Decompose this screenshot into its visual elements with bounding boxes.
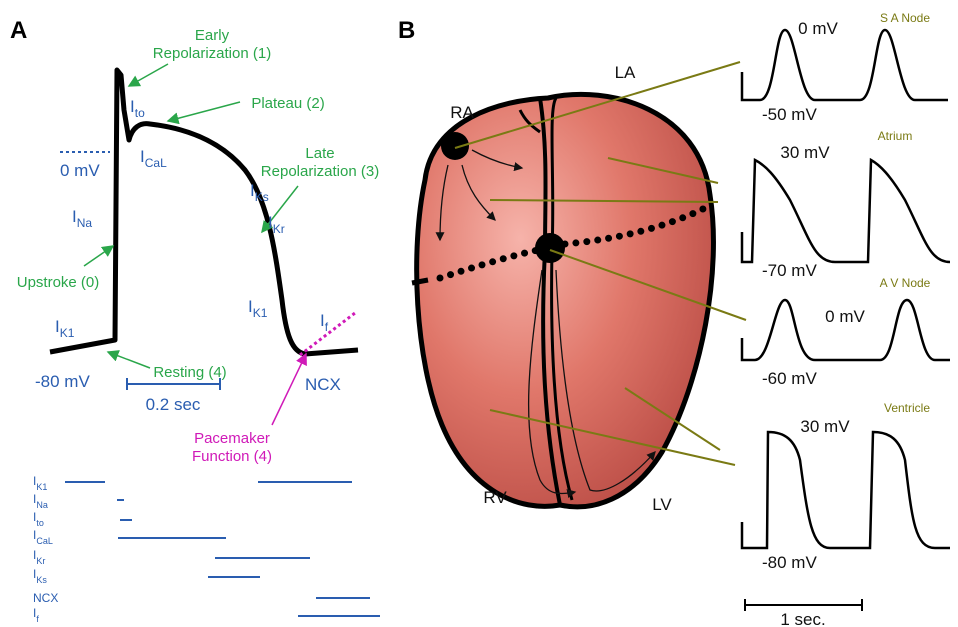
trace-top: 0 mV <box>825 307 865 326</box>
current-subscript: K1 <box>60 326 75 340</box>
trace-name: A V Node <box>880 276 931 290</box>
trace-top: 30 mV <box>800 417 850 436</box>
current-label: ICaL <box>140 147 167 170</box>
phase-label: Early <box>195 27 230 44</box>
phase-label: Late <box>305 145 334 162</box>
trace-bottom: -50 mV <box>762 105 817 124</box>
trace-top: 0 mV <box>798 19 838 38</box>
current-label: IKs <box>250 181 269 204</box>
current-label: IK1 <box>33 474 47 492</box>
phase-label: Upstroke (0) <box>17 274 100 291</box>
pacemaker-label: Function (4) <box>192 448 272 465</box>
ncx-label: NCX <box>305 375 341 394</box>
current-label: IKs <box>33 567 47 585</box>
current-label: If <box>320 311 329 334</box>
current-subscript: f <box>36 614 39 624</box>
current-subscript: Kr <box>273 222 285 236</box>
current-subscript: CaL <box>145 156 167 170</box>
current-label: Ito <box>130 97 145 120</box>
chamber-label: LA <box>615 63 636 82</box>
current-subscript: Na <box>77 216 93 230</box>
av-node <box>535 233 565 263</box>
phase-label: Resting (4) <box>153 364 226 381</box>
phase-label: Repolarization (3) <box>261 163 379 180</box>
trace-top: 30 mV <box>780 143 830 162</box>
scale-label: 0.2 sec <box>146 395 201 414</box>
figure: A 0 mV -80 mV 0.2 sec NCX ItoICaLINaIK1I… <box>0 0 958 627</box>
current-symbol: NCX <box>33 591 58 605</box>
current-label: IK1 <box>55 317 75 340</box>
phase-label: Plateau (2) <box>251 95 324 112</box>
trace-name: Ventricle <box>884 401 930 415</box>
rest-label: -80 mV <box>35 372 90 391</box>
current-subscript: to <box>135 106 145 120</box>
chamber-label: LV <box>652 495 672 514</box>
zero-label: 0 mV <box>60 161 100 180</box>
panel-letter: B <box>398 17 415 44</box>
current-label: INa <box>72 207 92 230</box>
current-subscript: Kr <box>36 556 45 566</box>
pacemaker-label: Pacemaker <box>194 430 270 447</box>
current-label: IK1 <box>248 297 268 320</box>
av-ring-end <box>412 280 428 283</box>
current-subscript: to <box>36 518 44 528</box>
current-label: Ito <box>33 510 44 528</box>
phase-label: Repolarization (1) <box>153 45 271 62</box>
current-bars <box>65 482 380 616</box>
trace-bottom: -80 mV <box>762 553 817 572</box>
trace-bottom: -60 mV <box>762 369 817 388</box>
current-subscript: Na <box>36 500 48 510</box>
panel-b: B RA LA RV LV 1 sec. S A Node 0 mV -50 mV A… <box>398 11 950 627</box>
current-label: IKr <box>33 548 45 566</box>
action-potential <box>50 70 358 354</box>
trace-name: Atrium <box>878 129 913 143</box>
chamber-label: RA <box>450 103 474 122</box>
current-subscript: Ks <box>255 190 269 204</box>
current-subscript: Ks <box>36 575 47 585</box>
panel-letter: A <box>10 17 27 44</box>
pacemaker-arrow <box>272 354 306 425</box>
current-label: If <box>33 606 39 624</box>
trace-name: S A Node <box>880 11 930 25</box>
current-subscript: K1 <box>36 482 47 492</box>
current-label: INa <box>33 492 48 510</box>
panel-a: A 0 mV -80 mV 0.2 sec NCX ItoICaLINaIK1I… <box>10 17 380 624</box>
current-subscript: CaL <box>36 536 53 546</box>
scale-label: 1 sec. <box>780 610 825 627</box>
current-subscript: K1 <box>253 306 268 320</box>
current-label: ICaL <box>33 528 53 546</box>
current-label: NCX <box>33 591 58 605</box>
chamber-label: RV <box>483 488 507 507</box>
trace-bottom: -70 mV <box>762 261 817 280</box>
